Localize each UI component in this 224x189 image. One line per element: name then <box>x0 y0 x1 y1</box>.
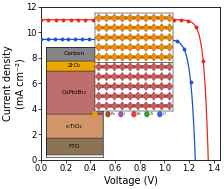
Y-axis label: Current density
(mA cm⁻²): Current density (mA cm⁻²) <box>4 45 25 121</box>
X-axis label: Voltage (V): Voltage (V) <box>104 176 157 186</box>
